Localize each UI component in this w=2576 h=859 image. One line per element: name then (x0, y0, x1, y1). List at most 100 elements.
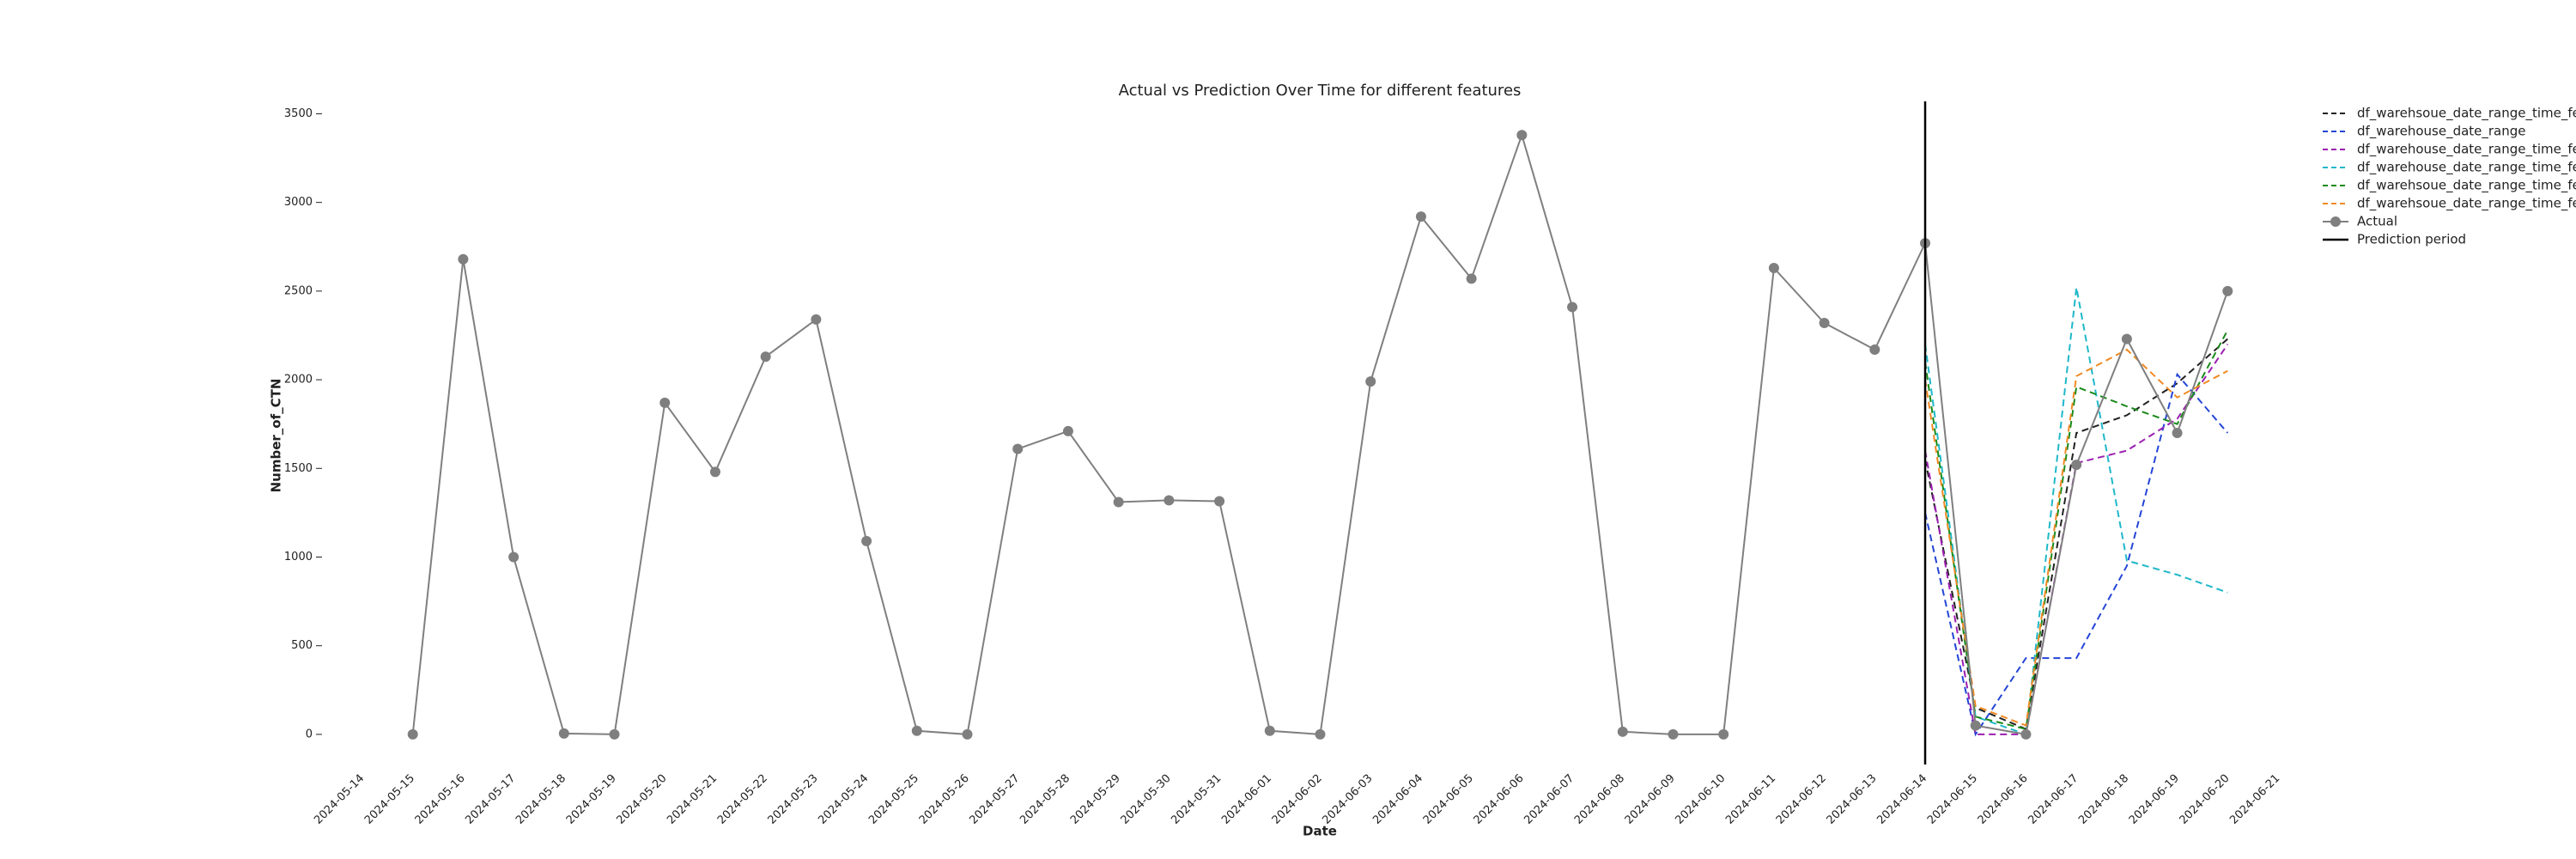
y-tick-label: 1000 (284, 551, 313, 564)
x-tick-label: 2024-06-03 (1320, 772, 1375, 827)
y-tick-label: 500 (291, 639, 313, 652)
series-line (1924, 338, 2228, 731)
data-point (760, 351, 771, 362)
x-tick-label: 2024-05-20 (615, 772, 670, 827)
data-point (1113, 497, 1124, 508)
data-point (1214, 496, 1225, 507)
x-tick-label: 2024-06-16 (1976, 772, 2031, 827)
data-point (1668, 728, 1679, 740)
x-tick-label: 2024-06-18 (2076, 772, 2131, 827)
data-point (811, 314, 822, 325)
x-tick-label: 2024-06-20 (2178, 772, 2233, 827)
legend-label: Actual (2357, 214, 2397, 229)
data-point (1415, 211, 1426, 222)
legend-label: df_warehsoue_date_range_time_feat (2357, 196, 2576, 212)
x-tick-label: 2024-06-19 (2127, 772, 2182, 827)
x-tick-label: 2024-05-23 (766, 772, 821, 827)
data-point (1062, 425, 1073, 436)
y-tick-label: 2500 (284, 284, 313, 297)
data-point (2222, 285, 2233, 296)
x-tick-label: 2024-05-21 (665, 772, 720, 827)
data-point (1365, 376, 1376, 387)
data-point (911, 725, 922, 736)
data-point (2071, 460, 2082, 471)
x-tick-label: 2024-06-06 (1472, 772, 1527, 827)
data-point (1516, 130, 1528, 141)
data-point (1869, 344, 1880, 355)
y-tick-label: 3000 (284, 196, 313, 209)
legend-label: df_warehsoue_date_range_time_feat (2357, 106, 2576, 122)
data-point (407, 728, 418, 740)
data-point (2121, 333, 2132, 344)
y-tick-label: 2000 (284, 374, 313, 387)
x-tick-label: 2024-06-13 (1825, 772, 1880, 827)
legend-label: df_warehouse_date_range_time_feat (2357, 160, 2576, 176)
x-tick-label: 2024-06-12 (1774, 772, 1829, 827)
legend-label: df_warehsoue_date_range_time_feat (2357, 178, 2576, 194)
data-point (659, 397, 671, 408)
series-line (1924, 372, 2229, 737)
legend-label: df_warehouse_date_range (2357, 124, 2526, 140)
x-tick-label: 2024-05-18 (513, 772, 568, 827)
x-tick-label: 2024-05-31 (1169, 772, 1224, 827)
series-line (1924, 348, 2228, 727)
x-tick-label: 2024-06-21 (2227, 772, 2282, 827)
y-tick-label: 1500 (284, 462, 313, 475)
x-tick-label: 2024-06-14 (1874, 772, 1929, 827)
data-point (1768, 263, 1779, 274)
x-axis-label: Date (1303, 824, 1337, 839)
data-point (1617, 726, 1628, 737)
x-tick-label: 2024-05-27 (968, 772, 1023, 827)
y-axis-label: Number_of_CTN (269, 379, 284, 493)
series-line (1924, 329, 2229, 730)
x-tick-label: 2024-05-17 (463, 772, 518, 827)
data-point (861, 535, 872, 546)
x-tick-label: 2024-06-01 (1219, 772, 1274, 827)
data-point (1466, 273, 1477, 284)
x-tick-label: 2024-06-10 (1673, 772, 1728, 827)
legend-label: df_warehouse_date_range_time_feat (2357, 142, 2576, 158)
y-tick-label: 3500 (284, 107, 313, 120)
data-point (458, 253, 469, 265)
x-tick-label: 2024-06-07 (1522, 772, 1577, 827)
series-line (1924, 287, 2228, 736)
chart-title: Actual vs Prediction Over Time for diffe… (1119, 82, 1522, 100)
x-tick-label: 2024-06-04 (1370, 772, 1425, 827)
x-tick-label: 2024-05-28 (1018, 772, 1072, 827)
x-tick-label: 2024-06-17 (2026, 772, 2081, 827)
x-tick-label: 2024-05-29 (1068, 772, 1123, 827)
data-point (1264, 725, 1275, 736)
data-point (508, 551, 519, 563)
x-tick-label: 2024-05-19 (564, 772, 619, 827)
data-point (962, 728, 973, 740)
x-tick-label: 2024-05-15 (362, 772, 417, 827)
x-tick-label: 2024-05-30 (1119, 772, 1174, 827)
x-tick-label: 2024-05-24 (816, 772, 871, 827)
data-point (1012, 443, 1024, 454)
x-tick-label: 2024-06-15 (1925, 772, 1980, 827)
data-point (1163, 495, 1175, 506)
x-tick-label: 2024-06-09 (1623, 772, 1678, 827)
data-point (1819, 318, 1830, 329)
data-point (1567, 302, 1578, 313)
data-point (609, 728, 620, 740)
x-tick-label: 2024-05-22 (715, 772, 770, 827)
data-point (2020, 728, 2032, 740)
x-tick-label: 2024-05-16 (413, 772, 468, 827)
legend-marker (2330, 216, 2341, 227)
data-point (558, 728, 569, 739)
data-point (1315, 728, 1326, 740)
x-tick-label: 2024-06-11 (1723, 772, 1778, 827)
legend-label: Prediction period (2357, 232, 2466, 247)
data-point (1970, 720, 1981, 731)
x-tick-label: 2024-05-14 (312, 772, 367, 827)
y-tick-label: 0 (306, 728, 313, 740)
data-point (709, 466, 720, 478)
x-tick-label: 2024-06-02 (1270, 772, 1325, 827)
x-tick-label: 2024-05-25 (866, 772, 921, 827)
data-point (1718, 728, 1729, 740)
x-tick-label: 2024-06-08 (1572, 772, 1627, 827)
data-point (2172, 428, 2183, 438)
